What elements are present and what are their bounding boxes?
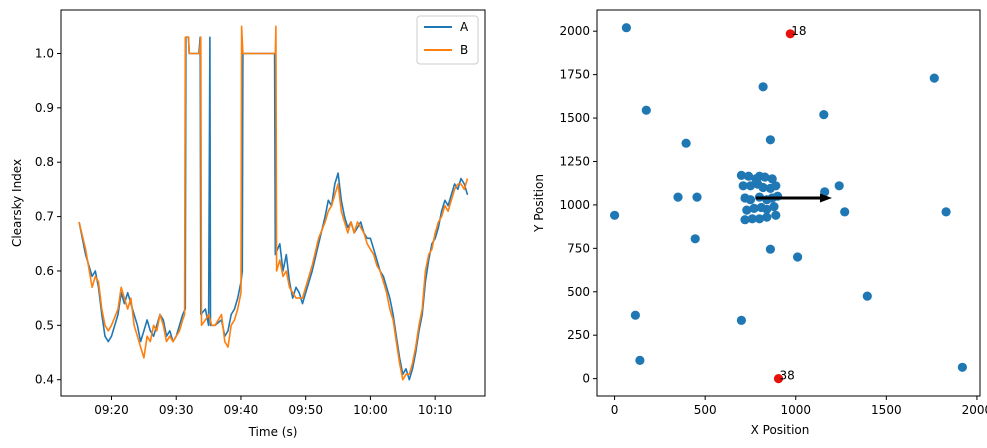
scatter-point [736,170,747,180]
y-tick-label: 1750 [559,68,590,82]
scatter-point [641,105,651,115]
y-tick-label: 0.7 [35,210,54,224]
y-tick-label: 750 [567,241,590,255]
y-tick-label: 1000 [559,198,590,212]
scatter-point [745,181,756,191]
arrow-head [819,193,832,203]
line-chart-series [78,25,469,381]
highlighted-point-label: 18 [791,24,806,38]
line-chart-y-ticks: 0.4 0.5 0.6 0.7 0.8 0.9 1.0 [35,46,61,387]
scatter-point [771,210,781,220]
y-tick-label: 2000 [559,24,590,38]
line-chart-y-axis-label: Clearsky Index [10,159,24,247]
scatter-point [941,207,951,217]
scatter-point [630,310,641,320]
scatter-point [793,252,803,262]
x-tick-label: 1500 [871,403,902,417]
x-tick-label: 09:50 [288,403,323,417]
scatter-x-axis-label: X Position [751,423,810,437]
line-chart: 09:20 09:30 09:40 09:50 10:00 10:10 0.4 0.5 0.6… [10,9,486,439]
scatter-point [738,181,748,191]
y-tick-label: 0.4 [35,373,54,387]
scatter-point [635,355,645,365]
x-tick-label: 09:40 [224,403,259,417]
scatter-point [610,210,620,220]
scatter-point [754,214,765,224]
scatter-points [610,23,968,372]
scatter-x-ticks: 0 500 1000 1500 2000 [611,396,987,417]
legend: A B [416,15,479,65]
x-tick-label: 1000 [780,403,811,417]
scatter-point [681,138,691,148]
scatter-point [760,172,770,182]
x-tick-label: 09:20 [94,403,129,417]
scatter-point [762,204,772,214]
highlighted-point [785,29,795,39]
direction-arrow [755,193,832,203]
y-tick-label: 1.0 [35,46,54,60]
x-tick-label: 10:10 [418,403,453,417]
scatter-point [862,291,872,301]
line-chart-plot-area [60,9,486,397]
scatter-point [957,362,968,372]
scatter-point [692,192,702,202]
highlighted-point-label: 38 [780,369,795,383]
scatter-point [621,23,632,33]
scatter-point [929,73,939,83]
scatter-point [767,174,777,184]
y-tick-label: 0.6 [35,264,54,278]
y-tick-label: 0.8 [35,155,54,169]
x-tick-label: 09:30 [159,403,194,417]
legend-label-b: B [460,43,468,57]
scatter-point [769,202,779,212]
scatter-point [749,203,759,213]
scatter-point [834,181,844,191]
scatter-point [747,214,757,224]
y-tick-label: 0.5 [35,318,54,332]
scatter-point [745,195,756,205]
x-tick-label: 500 [694,403,717,417]
scatter-chart: 0 500 1000 1500 2000 0 250 500 750 1000 1250 1500 1… [532,9,987,437]
x-tick-label: 2000 [962,403,987,417]
scatter-point [840,207,850,217]
scatter-point [765,244,776,254]
y-tick-label: 500 [567,285,590,299]
line-chart-x-ticks: 09:20 09:30 09:40 09:50 10:00 10:10 [94,396,452,417]
highlighted-point [773,374,784,384]
scatter-point [820,187,830,197]
scatter-point [765,135,776,145]
scatter-point [758,82,768,92]
scatter-point [736,315,747,325]
line-chart-x-axis-label: Time (s) [248,425,298,439]
x-tick-label: 0 [611,403,619,417]
scatter-point [744,171,754,181]
scatter-plot-area [596,9,981,397]
scatter-point [742,205,752,215]
scatter-point [758,182,768,193]
y-tick-label: 1500 [559,111,590,125]
series-line-b [78,25,469,381]
scatter-point [771,181,781,191]
scatter-point [740,215,750,225]
y-tick-label: 1250 [559,154,590,168]
scatter-y-axis-label: Y Position [532,174,546,233]
y-tick-label: 250 [567,328,590,342]
scatter-point [690,234,700,244]
x-tick-label: 10:00 [353,403,388,417]
scatter-y-ticks: 0 250 500 750 1000 1250 1500 1750 2000 [559,24,597,386]
y-tick-label: 0.9 [35,101,54,115]
scatter-point [762,212,772,222]
series-line-a [78,36,469,381]
legend-label-a: A [460,20,469,34]
scatter-point [673,192,683,202]
scatter-point [819,110,829,120]
legend-box [416,15,479,65]
y-tick-label: 0 [582,372,590,386]
